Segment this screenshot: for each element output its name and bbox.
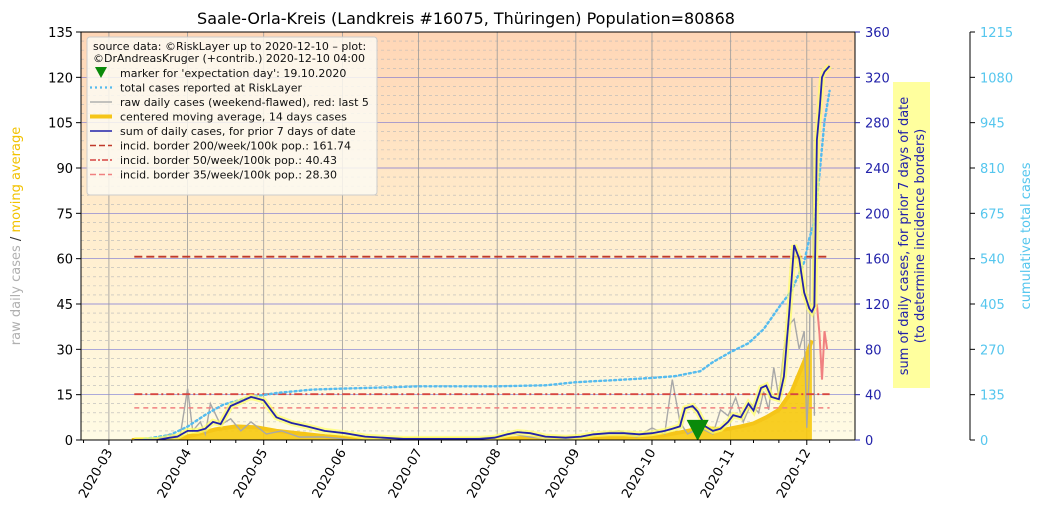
legend-entry: sum of daily cases, for prior 7 days of … [90,125,356,138]
left-axis-label: raw daily cases / moving average [9,127,24,345]
expectation-day-marker [686,419,709,440]
legend-entry: centered moving average, 14 days cases [90,111,347,124]
legend-label: sum of daily cases, for prior 7 days of … [120,125,356,138]
right-axis-1-label-line: sum of daily cases, for prior 7 days of … [897,97,912,376]
x-tick-label: 2020-03 [76,447,116,502]
left-tick-label: 90 [56,162,73,177]
svg-text:sum of daily cases, for prior: sum of daily cases, for prior 7 days of … [897,97,928,376]
plot-frame [80,31,856,441]
raw-daily-last5-line [815,303,829,380]
series-layer [131,63,832,440]
legend: source data: ©RiskLayer up to 2020-12-10… [86,36,378,196]
left-tick-label: 135 [48,26,73,41]
legend-label: total cases reported at RiskLayer [120,82,303,95]
legend-label: raw daily cases (weekend-flawed), red: l… [120,96,369,109]
left-tick-label: 0 [65,434,73,449]
right1-tick-label: 120 [865,298,890,313]
right1-tick-label: 40 [865,389,882,404]
x-tick-label: 2020-07 [386,447,426,502]
right2-tick-label: 945 [980,117,1005,132]
sum7-line [134,65,831,440]
legend-label: incid. border 35/week/100k pop.: 28.30 [120,169,337,182]
legend-marker-icon [95,67,107,78]
left-axis-label-part: moving average [9,127,24,237]
legend-entry: marker for 'expectation day': 19.10.2020 [95,67,346,80]
svg-text:raw daily cases / moving a: raw daily cases / moving average [9,127,24,345]
right2-tick-label: 675 [980,207,1005,222]
left-tick-label: 60 [56,253,73,268]
x-tick-label: 2020-04 [155,447,195,502]
x-tick-label: 2020-11 [698,447,738,502]
left-tick-label: 15 [56,389,73,404]
right1-tick-label: 320 [865,71,890,86]
moving-average-area [131,340,812,440]
x-tick-label: 2020-08 [464,447,504,502]
right2-tick-label: 810 [980,162,1005,177]
right-axis-label-box [893,82,930,388]
right-axis-1-label: sum of daily cases, for prior 7 days of … [897,97,928,376]
left-axis-label-part: / [9,236,24,245]
legend-entry: raw daily cases (weekend-flawed), red: l… [90,96,369,109]
x-tick-label: 2020-10 [619,447,659,502]
legend-label: marker for 'expectation day': 19.10.2020 [120,67,346,80]
legend-label: incid. border 50/week/100k pop.: 40.43 [120,154,337,167]
right1-tick-label: 240 [865,162,890,177]
right2-tick-label: 0 [980,434,988,449]
svg-text:cumulative total cases: cumulative total cases [1019,162,1034,309]
left-tick-label: 105 [48,117,73,132]
legend-label: incid. border 200/week/100k pop.: 161.74 [120,140,351,153]
x-tick-label: 2020-05 [231,447,271,502]
legend-source-line-1: source data: ©RiskLayer up to 2020-12-10… [93,40,366,53]
left-tick-label: 30 [56,343,73,358]
right1-tick-label: 280 [865,117,890,132]
right1-tick-label: 0 [865,434,873,449]
right2-tick-label: 405 [980,298,1005,313]
legend-entry: incid. border 200/week/100k pop.: 161.74 [90,140,351,153]
right2-tick-label: 1215 [980,26,1013,41]
right1-tick-label: 200 [865,207,890,222]
left-tick-label: 75 [56,207,73,222]
right1-tick-label: 160 [865,253,890,268]
right-axis-1-label-line: (to determine incidence borders) [913,129,928,344]
right2-tick-label: 135 [980,389,1005,404]
legend-box [86,36,378,196]
legend-source-line-2: ©DrAndreasKruger (+contrib.) 2020-12-10 … [93,52,365,65]
right2-tick-label: 1080 [980,71,1013,86]
legend-entry: incid. border 35/week/100k pop.: 28.30 [90,169,337,182]
right1-tick-label: 360 [865,26,890,41]
x-tick-label: 2020-12 [774,447,814,502]
right-axis-sum7: 0 40 80 120 160 200 240 280 320 360 [855,26,890,449]
right1-tick-label: 80 [865,343,882,358]
left-axis-label-part: raw daily cases [9,245,24,345]
legend-entry: incid. border 50/week/100k pop.: 40.43 [90,154,337,167]
left-tick-label: 45 [56,298,73,313]
legend-entry: total cases reported at RiskLayer [90,82,303,95]
left-tick-label: 120 [48,71,73,86]
chart-title: Saale-Orla-Kreis (Landkreis #16075, Thür… [197,9,735,28]
legend-label: centered moving average, 14 days cases [120,111,347,124]
right2-tick-label: 270 [980,343,1005,358]
x-axis: 2020-03 2020-04 2020-05 2020-06 2020-07 2020-… [76,440,831,502]
right-axis-cumulative: 0 135 270 405 540 675 810 945 1080 1215 [969,26,1013,449]
x-tick-label: 2020-06 [310,447,350,502]
right-axis-2-label: cumulative total cases [1019,162,1034,309]
x-tick-label: 2020-09 [543,447,583,502]
right2-tick-label: 540 [980,253,1005,268]
left-axis: 0 15 30 45 60 75 90 105 120 135 [48,26,81,449]
